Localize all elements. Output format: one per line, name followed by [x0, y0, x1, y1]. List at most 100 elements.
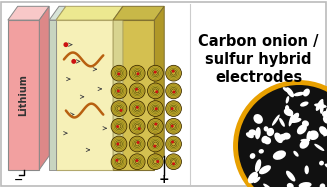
- Polygon shape: [113, 6, 164, 20]
- Polygon shape: [56, 6, 123, 20]
- Ellipse shape: [289, 115, 293, 126]
- Circle shape: [81, 59, 85, 63]
- Circle shape: [116, 125, 119, 128]
- Circle shape: [153, 145, 156, 148]
- Circle shape: [91, 64, 95, 68]
- Circle shape: [154, 71, 157, 74]
- Circle shape: [71, 59, 76, 64]
- Ellipse shape: [285, 105, 289, 112]
- Circle shape: [116, 143, 119, 146]
- Ellipse shape: [323, 128, 333, 136]
- Ellipse shape: [286, 171, 295, 181]
- Ellipse shape: [326, 103, 333, 114]
- Ellipse shape: [286, 87, 294, 97]
- Circle shape: [101, 113, 105, 117]
- Ellipse shape: [248, 129, 256, 136]
- Circle shape: [155, 90, 158, 93]
- Circle shape: [172, 91, 175, 94]
- Ellipse shape: [302, 120, 309, 127]
- Ellipse shape: [259, 165, 271, 174]
- Circle shape: [148, 136, 163, 152]
- Circle shape: [116, 159, 119, 162]
- Ellipse shape: [273, 150, 286, 160]
- Ellipse shape: [300, 101, 309, 107]
- Bar: [56, 20, 113, 170]
- Ellipse shape: [314, 103, 327, 108]
- Circle shape: [117, 72, 120, 75]
- Ellipse shape: [304, 165, 309, 174]
- Circle shape: [12, 173, 26, 186]
- Ellipse shape: [293, 92, 304, 96]
- Circle shape: [98, 126, 103, 131]
- Ellipse shape: [261, 136, 268, 143]
- Text: Lithium: Lithium: [19, 74, 29, 116]
- Ellipse shape: [314, 144, 324, 151]
- Circle shape: [71, 51, 75, 54]
- Ellipse shape: [322, 111, 329, 118]
- Circle shape: [172, 162, 175, 165]
- Circle shape: [101, 53, 105, 57]
- Circle shape: [129, 65, 145, 81]
- Ellipse shape: [306, 131, 311, 141]
- Circle shape: [111, 154, 127, 170]
- Polygon shape: [49, 6, 66, 20]
- Ellipse shape: [272, 115, 280, 126]
- Bar: [8, 20, 39, 170]
- Ellipse shape: [279, 134, 286, 141]
- Ellipse shape: [282, 133, 291, 140]
- Ellipse shape: [250, 153, 255, 159]
- Ellipse shape: [264, 126, 269, 132]
- Circle shape: [172, 70, 174, 73]
- Circle shape: [62, 77, 66, 81]
- Ellipse shape: [246, 132, 254, 138]
- Ellipse shape: [274, 132, 283, 143]
- Ellipse shape: [290, 113, 299, 123]
- Ellipse shape: [297, 124, 307, 134]
- Bar: [113, 20, 155, 170]
- Circle shape: [81, 147, 86, 152]
- Ellipse shape: [316, 99, 323, 111]
- Ellipse shape: [327, 114, 333, 120]
- Text: sulfur hybrid: sulfur hybrid: [205, 52, 312, 67]
- Circle shape: [63, 42, 68, 47]
- Circle shape: [155, 107, 158, 110]
- Ellipse shape: [264, 137, 271, 144]
- Circle shape: [158, 173, 171, 186]
- Circle shape: [233, 80, 333, 189]
- Ellipse shape: [253, 177, 260, 183]
- Ellipse shape: [326, 109, 333, 114]
- Ellipse shape: [287, 183, 294, 189]
- Circle shape: [166, 136, 181, 152]
- Ellipse shape: [283, 87, 290, 93]
- Circle shape: [166, 65, 181, 81]
- Ellipse shape: [308, 131, 319, 140]
- Circle shape: [62, 57, 66, 61]
- Text: Carbon onion /: Carbon onion /: [198, 34, 319, 49]
- Circle shape: [129, 136, 145, 152]
- Circle shape: [137, 141, 140, 144]
- Circle shape: [120, 109, 123, 112]
- Circle shape: [64, 109, 68, 112]
- Ellipse shape: [300, 139, 309, 149]
- Circle shape: [148, 154, 163, 170]
- Circle shape: [155, 123, 158, 125]
- Circle shape: [148, 83, 163, 99]
- Circle shape: [137, 72, 140, 75]
- Circle shape: [238, 85, 333, 189]
- Circle shape: [129, 154, 145, 170]
- Circle shape: [93, 86, 98, 91]
- Circle shape: [166, 154, 181, 170]
- Ellipse shape: [325, 185, 333, 189]
- Circle shape: [136, 106, 139, 109]
- Text: electrodes: electrodes: [215, 70, 302, 85]
- Ellipse shape: [259, 149, 264, 154]
- Circle shape: [111, 101, 127, 116]
- Circle shape: [129, 119, 145, 134]
- Ellipse shape: [253, 114, 263, 124]
- Circle shape: [148, 65, 163, 81]
- Ellipse shape: [320, 183, 325, 189]
- Ellipse shape: [319, 126, 328, 136]
- Ellipse shape: [308, 130, 318, 138]
- Polygon shape: [113, 6, 123, 170]
- Circle shape: [148, 101, 163, 116]
